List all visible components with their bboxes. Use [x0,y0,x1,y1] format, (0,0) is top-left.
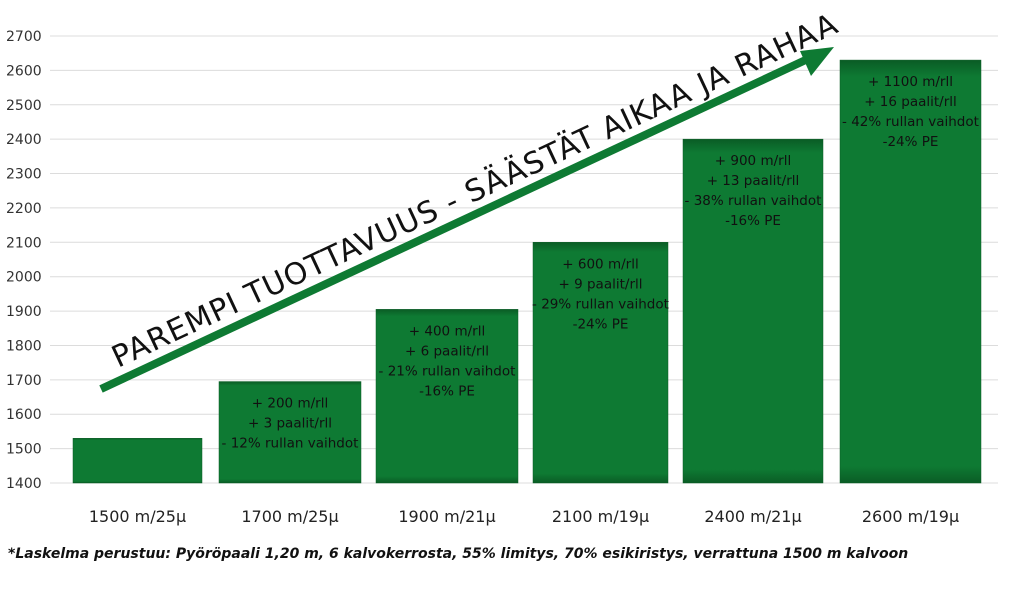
bar-annotation-line: + 200 m/rll [252,396,328,412]
bar-annotation-line: - 38% rullan vaihdot [685,193,822,209]
bar-annotation-line: + 13 paalit/rll [707,173,800,189]
bar-annotation-line: -24% PE [883,134,939,150]
bar-annotation-line: -16% PE [419,383,475,399]
bar-annotation-line: -24% PE [573,316,629,332]
bar-annotation-line: + 3 paalit/rll [248,416,332,432]
y-tick-label: 2600 [6,63,42,79]
x-axis-categories: 1500 m/25µ 1700 m/25µ 1900 m/21µ 2100 m/19µ… [89,507,959,526]
bar-annotations: + 200 m/rll + 3 paalit/rll - 12% rullan va… [222,74,979,451]
y-tick-label: 1800 [6,338,42,354]
x-category-label: 1700 m/25µ [241,507,338,526]
x-category-label: 2100 m/19µ [552,507,649,526]
y-tick-label: 1900 [6,304,42,320]
y-tick-label: 1400 [6,476,42,492]
bar [375,309,519,484]
bar-annotation-line: + 6 paalit/rll [405,343,489,359]
y-tick-label: 1700 [6,373,42,389]
arrow-shaft [99,53,814,393]
bar [72,438,203,484]
bar [532,242,669,484]
bar-annotation-line: + 600 m/rll [562,256,638,272]
y-tick-label: 2000 [6,270,42,286]
y-tick-label: 1600 [6,407,42,423]
bar-annotation-line: - 21% rullan vaihdot [379,363,516,379]
bar [839,59,982,484]
bar-annotation-line: - 12% rullan vaihdot [222,436,359,452]
x-category-label: 1900 m/21µ [398,507,495,526]
y-tick-label: 1500 [6,442,42,458]
y-tick-label: 2700 [6,29,42,45]
x-category-label: 2400 m/21µ [704,507,801,526]
y-tick-label: 2300 [6,167,42,183]
footnote: *Laskelma perustuu: Pyöröpaali 1,20 m, 6… [8,546,909,562]
y-tick-label: 2200 [6,201,42,217]
bar-annotation-line: - 42% rullan vaihdot [842,114,979,130]
y-axis-ticks: 1400 1500 1600 1700 1800 1900 2000 2100 2200 2300… [6,29,42,492]
bar [218,381,362,484]
bar-annotation-line: -16% PE [725,213,781,229]
productivity-bar-chart: 1400 1500 1600 1700 1800 1900 2000 2100 2200 2300… [6,6,998,526]
bar-annotation-line: + 400 m/rll [409,323,485,339]
bar-annotation-line: + 900 m/rll [715,153,791,169]
bar-annotation-line: - 29% rullan vaihdot [532,296,669,312]
y-tick-label: 2100 [6,235,42,251]
bar-annotation-line: + 16 paalit/rll [864,94,957,110]
y-tick-label: 2500 [6,98,42,114]
bars [72,59,982,484]
x-category-label: 2600 m/19µ [862,507,959,526]
y-tick-label: 2400 [6,132,42,148]
bar-annotation-line: + 1100 m/rll [868,74,953,90]
bar [682,138,824,484]
x-category-label: 1500 m/25µ [89,507,186,526]
arrow-head [800,47,834,76]
bar-annotation-line: + 9 paalit/rll [559,276,643,292]
